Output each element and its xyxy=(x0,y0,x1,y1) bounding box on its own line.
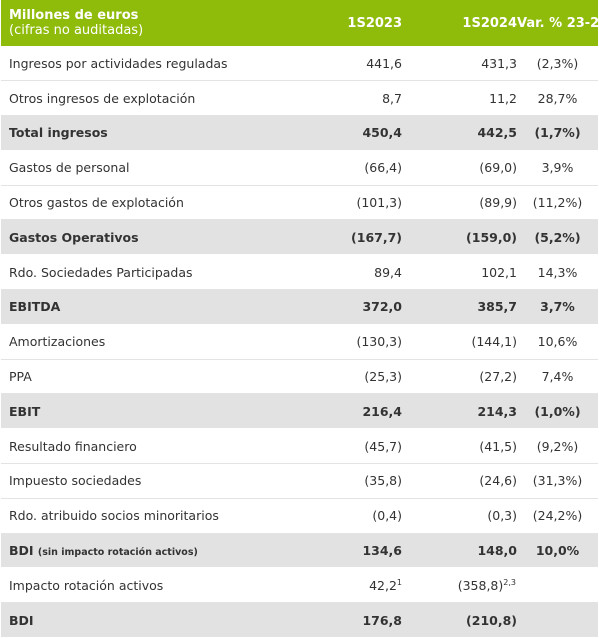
row-value-1s2023: 134,6 xyxy=(245,533,402,569)
row-label: Rdo. Sociedades Participadas xyxy=(1,254,245,291)
table-row-total: EBIT 216,4 214,3 (1,0%) xyxy=(1,393,598,430)
row-value-1s2023: (167,7) xyxy=(245,219,402,256)
row-value-1s2024: (41,5) xyxy=(402,428,517,465)
row-label: Ingresos por actividades reguladas xyxy=(1,46,245,82)
table-row-total: Total ingresos 450,4 442,5 (1,7%) xyxy=(1,115,598,151)
row-value-1s2023: (66,4) xyxy=(245,150,402,186)
row-label: PPA xyxy=(1,359,245,395)
row-variation: 3,7% xyxy=(517,289,598,325)
table-row: Ingresos por actividades reguladas 441,6… xyxy=(1,46,598,82)
row-variation: 14,3% xyxy=(517,254,598,291)
row-label: Rdo. atribuido socios minoritarios xyxy=(1,498,245,534)
row-variation: (24,2%) xyxy=(517,498,598,534)
row-value-1s2024: 442,5 xyxy=(402,115,517,151)
row-value-1s2024: 385,7 xyxy=(402,289,517,325)
row-label: BDI xyxy=(9,543,34,559)
row-variation: 28,7% xyxy=(517,80,598,117)
row-value-1s2024: (358,8) xyxy=(457,577,504,593)
row-value-1s2024: 11,2 xyxy=(402,80,517,117)
row-value-1s2023: 450,4 xyxy=(245,115,402,151)
row-variation: (11,2%) xyxy=(517,185,598,221)
row-value-1s2023: (130,3) xyxy=(245,324,402,360)
row-value-1s2023: 89,4 xyxy=(245,254,402,291)
row-value-1s2023: 42,2 xyxy=(369,577,397,593)
table-row-total: EBITDA 372,0 385,7 3,7% xyxy=(1,289,598,325)
table-row: PPA (25,3) (27,2) 7,4% xyxy=(1,359,598,395)
header-units-subtitle: (cifras no auditadas) xyxy=(9,23,144,38)
row-variation: 10,6% xyxy=(517,324,598,360)
row-variation: (2,3%) xyxy=(517,46,598,82)
row-label: BDI xyxy=(1,602,245,638)
row-value-1s2023: (25,3) xyxy=(245,359,402,395)
table-row-total: BDI 176,8 (210,8) xyxy=(1,602,598,638)
row-label: Impuesto sociedades xyxy=(1,463,245,499)
row-value-1s2024: (89,9) xyxy=(402,185,517,221)
row-value-1s2023: 441,6 xyxy=(245,46,402,82)
footnote-ref: 2,3 xyxy=(503,577,516,587)
row-label: Impacto rotación activos xyxy=(1,567,245,604)
row-value-1s2023: 176,8 xyxy=(245,602,402,638)
row-label: Otros gastos de explotación xyxy=(1,185,245,221)
row-value-1s2024: 214,3 xyxy=(402,393,517,430)
row-label: Gastos de personal xyxy=(1,150,245,186)
table-row-total: Gastos Operativos (167,7) (159,0) (5,2%) xyxy=(1,219,598,256)
row-variation: (1,0%) xyxy=(517,393,598,430)
row-label: EBIT xyxy=(1,393,245,430)
row-value-1s2023: (101,3) xyxy=(245,185,402,221)
row-variation: (5,2%) xyxy=(517,219,598,256)
row-label: Total ingresos xyxy=(1,115,245,151)
row-value-1s2024: (69,0) xyxy=(402,150,517,186)
row-variation: (1,7%) xyxy=(517,115,598,151)
header-1s2024: 1S2024 xyxy=(462,15,517,31)
row-value-1s2024-cell: (358,8)2,3 xyxy=(402,567,517,604)
row-variation xyxy=(517,602,598,638)
row-variation: (9,2%) xyxy=(517,428,598,465)
row-value-1s2024: (210,8) xyxy=(402,602,517,638)
header-variation: Var. % 23-24 xyxy=(517,15,599,31)
row-label: Otros ingresos de explotación xyxy=(1,80,245,117)
table-row: Amortizaciones (130,3) (144,1) 10,6% xyxy=(1,324,598,360)
row-value-1s2023: 372,0 xyxy=(245,289,402,325)
row-variation: 10,0% xyxy=(517,533,598,569)
header-units: Millones de euros (cifras no auditadas) xyxy=(1,0,245,46)
table-row: Rdo. Sociedades Participadas 89,4 102,1 … xyxy=(1,254,598,291)
footnote-ref: 1 xyxy=(396,577,402,587)
row-value-1s2024: (159,0) xyxy=(402,219,517,256)
table-row-total: BDI (sin impacto rotación activos) 134,6… xyxy=(1,533,598,569)
table-row: Resultado financiero (45,7) (41,5) (9,2%… xyxy=(1,428,598,465)
row-value-1s2024: (27,2) xyxy=(402,359,517,395)
table-row: Gastos de personal (66,4) (69,0) 3,9% xyxy=(1,150,598,186)
row-value-1s2024: (24,6) xyxy=(402,463,517,499)
table-row: Impacto rotación activos 42,21 (358,8)2,… xyxy=(1,567,598,604)
row-label: Gastos Operativos xyxy=(1,219,245,256)
header-units-title: Millones de euros xyxy=(9,8,139,23)
table-row: Rdo. atribuido socios minoritarios (0,4)… xyxy=(1,498,598,534)
row-label: Amortizaciones xyxy=(1,324,245,360)
row-value-1s2023: 216,4 xyxy=(245,393,402,430)
row-value-1s2023: (0,4) xyxy=(245,498,402,534)
row-value-1s2023: 8,7 xyxy=(245,80,402,117)
row-label: Resultado financiero xyxy=(1,428,245,465)
header-1s2023: 1S2023 xyxy=(347,15,402,31)
table-row: Otros ingresos de explotación 8,7 11,2 2… xyxy=(1,80,598,117)
row-value-1s2024: 102,1 xyxy=(402,254,517,291)
row-label-cell: BDI (sin impacto rotación activos) xyxy=(1,533,245,569)
row-variation: (31,3%) xyxy=(517,463,598,499)
table-row: Impuesto sociedades (35,8) (24,6) (31,3%… xyxy=(1,463,598,499)
row-value-1s2024: 148,0 xyxy=(402,533,517,569)
row-variation: 3,9% xyxy=(517,150,598,186)
table-row: Otros gastos de explotación (101,3) (89,… xyxy=(1,185,598,221)
row-variation xyxy=(517,567,598,604)
table-header-row: Millones de euros (cifras no auditadas) … xyxy=(1,0,599,46)
row-value-1s2024: (0,3) xyxy=(402,498,517,534)
row-variation: 7,4% xyxy=(517,359,598,395)
row-label: EBITDA xyxy=(1,289,245,325)
row-value-1s2024: (144,1) xyxy=(402,324,517,360)
row-value-1s2023: (35,8) xyxy=(245,463,402,499)
row-value-1s2024: 431,3 xyxy=(402,46,517,82)
row-value-1s2023: (45,7) xyxy=(245,428,402,465)
row-label-note: (sin impacto rotación activos) xyxy=(37,547,198,559)
row-value-1s2023-cell: 42,21 xyxy=(245,567,402,604)
